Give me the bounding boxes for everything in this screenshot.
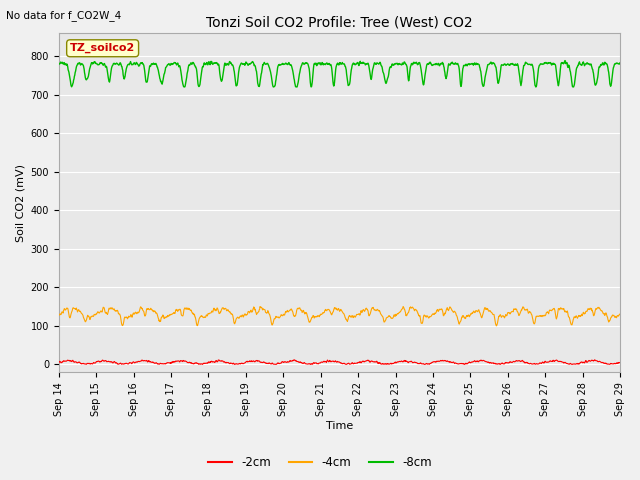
- Text: TZ_soilco2: TZ_soilco2: [70, 43, 135, 53]
- Title: Tonzi Soil CO2 Profile: Tree (West) CO2: Tonzi Soil CO2 Profile: Tree (West) CO2: [206, 15, 473, 29]
- X-axis label: Time: Time: [326, 421, 353, 432]
- Text: No data for f_CO2W_4: No data for f_CO2W_4: [6, 10, 122, 21]
- Legend: -2cm, -4cm, -8cm: -2cm, -4cm, -8cm: [204, 452, 436, 474]
- Y-axis label: Soil CO2 (mV): Soil CO2 (mV): [15, 164, 25, 241]
